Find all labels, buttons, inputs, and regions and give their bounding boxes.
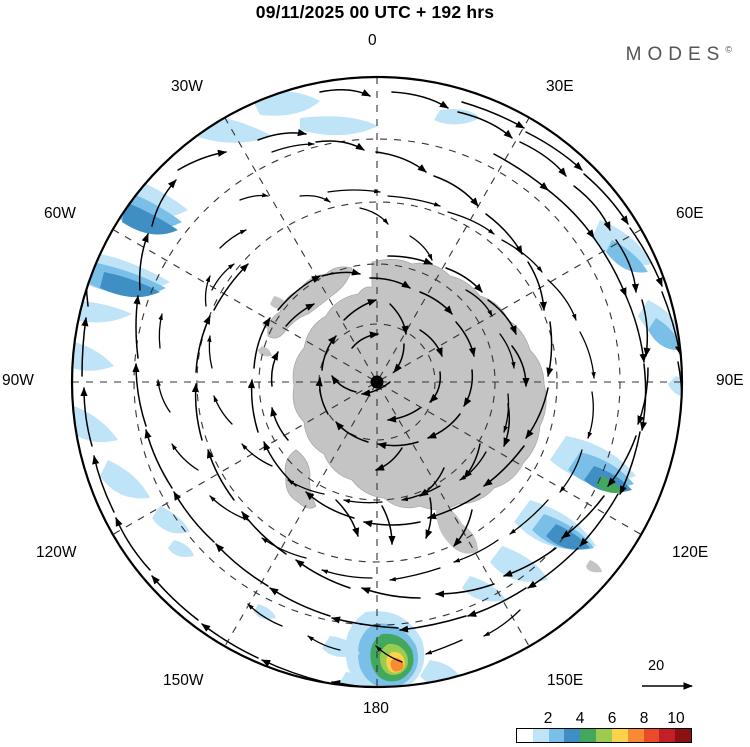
lon-label-150E: 150E: [547, 672, 584, 689]
colorbar-tick-6: 6: [607, 710, 617, 727]
colorbar-swatch-6: [611, 729, 628, 742]
colorbar-swatch-5: [596, 729, 612, 742]
vector-scale-legend: 20: [640, 658, 720, 698]
copyright-icon: ©: [725, 44, 732, 55]
lon-label-150W: 150W: [163, 672, 204, 689]
lon-label-0: 0: [368, 32, 377, 49]
colorbar-tick-8: 8: [639, 710, 649, 727]
colorbar-tick-4: 4: [575, 710, 585, 727]
longitude-graticule: [72, 77, 682, 687]
logo-text: MODES: [625, 44, 726, 65]
lon-label-120W: 120W: [36, 544, 77, 561]
lon-label-120E: 120E: [672, 544, 709, 561]
colorbar-ticks: 2 4 6 8 10: [516, 710, 692, 727]
vector-scale-value: 20: [648, 658, 665, 674]
colorbar-tick-10: 10: [667, 710, 685, 727]
colorbar-tick-2: 2: [543, 710, 553, 727]
lon-label-60E: 60E: [676, 205, 704, 222]
antarctica-landmass: [258, 259, 602, 573]
colorbar-swatch-2: [548, 729, 565, 742]
colorbar-swatch-1: [532, 729, 549, 742]
modes-logo: MODES©: [626, 44, 732, 66]
colorbar: 2 4 6 8 10: [516, 710, 692, 744]
colorbar-swatch-7: [627, 729, 644, 742]
colorbar-swatch-0: [517, 729, 533, 742]
wind-vectors-short: [156, 141, 596, 663]
lon-label-90W: 90W: [2, 372, 34, 389]
lon-label-180: 180: [363, 700, 389, 717]
colorbar-swatch-9: [659, 729, 676, 742]
colorbar-swatch-10: [675, 729, 691, 742]
colorbar-swatch-4: [580, 729, 597, 742]
map-content: [72, 77, 682, 687]
colorbar-swatch-8: [643, 729, 660, 742]
colorbar-swatch-3: [564, 729, 581, 742]
lon-label-60W: 60W: [44, 205, 76, 222]
lon-label-30E: 30E: [546, 78, 574, 95]
globe-outline: [70, 75, 684, 689]
arrow-right-icon: [642, 682, 693, 690]
lon-label-30W: 30W: [171, 78, 203, 95]
lon-label-90E: 90E: [716, 372, 744, 389]
page-title: 09/11/2025 00 UTC + 192 hrs: [255, 2, 495, 22]
magnitude-shading: [72, 91, 682, 687]
south-pole-marker: [370, 375, 384, 389]
colorbar-gradient: [516, 728, 692, 743]
